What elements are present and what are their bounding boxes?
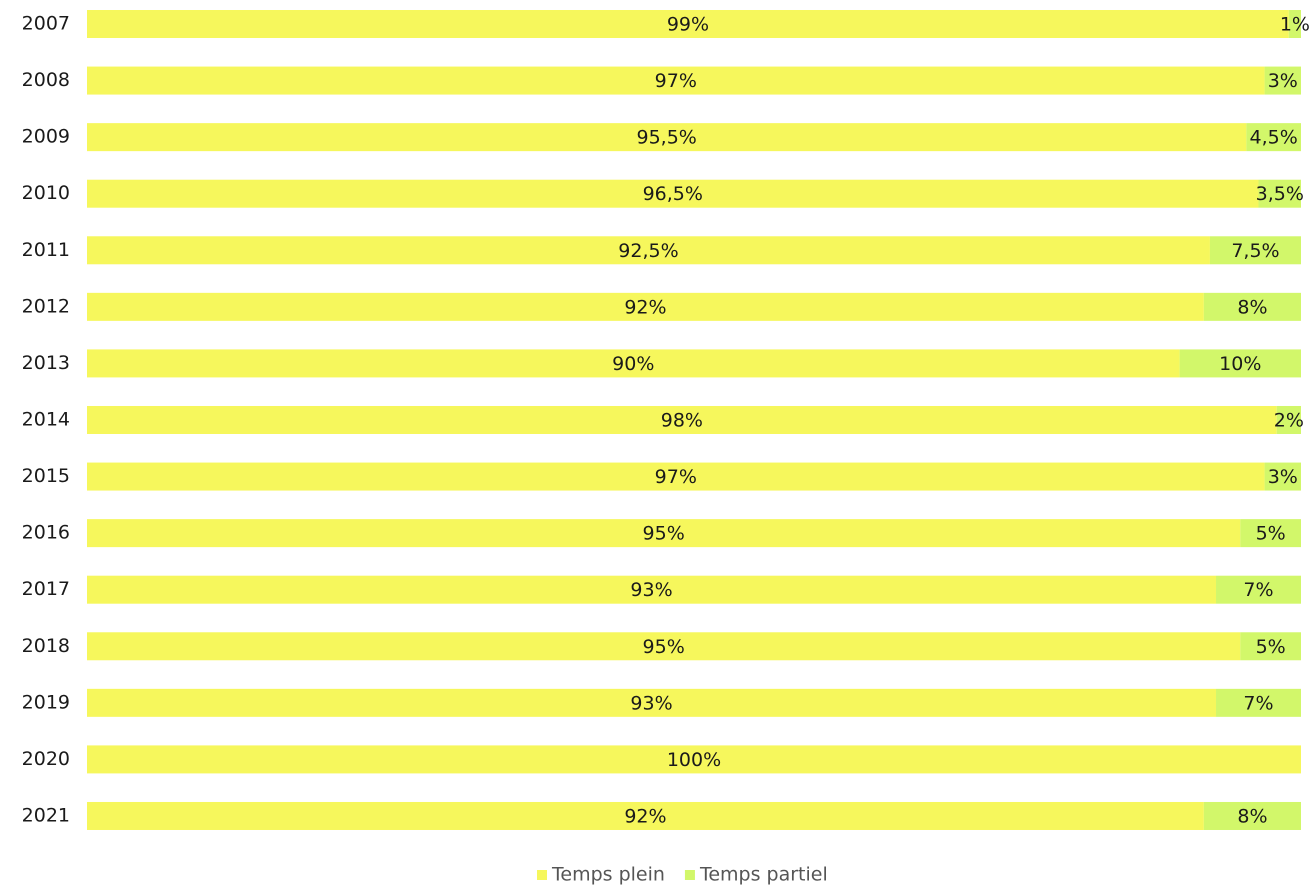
y-tick-label: 2020: [22, 748, 70, 770]
bar-segment: [87, 236, 1210, 265]
bar-segment: [1264, 66, 1301, 95]
value-label: 92%: [624, 805, 666, 827]
legend-swatch: [684, 870, 695, 880]
y-tick-label: 2013: [22, 352, 70, 374]
value-label: 4,5%: [1250, 127, 1298, 149]
bar-segment: [87, 575, 1217, 604]
value-label: 93%: [630, 579, 672, 601]
bar-segment: [87, 688, 1217, 717]
bar-segment: [87, 179, 1259, 208]
value-label: 90%: [612, 353, 654, 375]
value-label: 5%: [1256, 636, 1286, 658]
bar-segment: [1240, 519, 1301, 548]
value-label: 96,5%: [643, 183, 703, 205]
y-tick-label: 2007: [22, 13, 70, 35]
bar-segment: [1288, 10, 1301, 38]
y-tick-label: 2021: [22, 804, 70, 826]
value-label: 2%: [1274, 409, 1304, 431]
y-tick-label: 2016: [22, 522, 70, 544]
legend-swatch: [537, 870, 547, 880]
bar-segment: [87, 66, 1265, 95]
value-label: 95,5%: [637, 127, 697, 149]
legend-label: Temps plein: [551, 864, 665, 886]
value-label: 3%: [1268, 70, 1298, 92]
value-label: 3,5%: [1256, 183, 1304, 205]
value-label: 95%: [643, 636, 685, 658]
y-tick-label: 2017: [22, 578, 70, 600]
bar-segment: [87, 745, 1301, 774]
value-label: 92,5%: [618, 240, 678, 262]
bar-segment: [1179, 349, 1301, 378]
y-tick-label: 2011: [22, 239, 70, 261]
bar-segment: [87, 292, 1204, 321]
y-tick-label: 2009: [22, 126, 70, 148]
value-label: 97%: [655, 466, 697, 488]
y-tick-label: 2010: [22, 182, 70, 204]
bar-segment: [87, 801, 1204, 830]
y-tick-label: 2015: [22, 465, 70, 487]
value-label: 97%: [655, 70, 697, 92]
value-label: 92%: [624, 296, 666, 318]
y-tick-label: 2008: [22, 69, 70, 91]
value-label: 3%: [1268, 466, 1298, 488]
value-label: 1%: [1280, 14, 1310, 36]
bar-segment: [87, 462, 1265, 491]
bar-segment: [87, 10, 1289, 38]
bar-segment: [1258, 179, 1301, 208]
bar-segment: [87, 519, 1241, 548]
bar-segment: [1203, 292, 1301, 321]
value-label: 7%: [1243, 692, 1273, 714]
bar-segment: [1216, 575, 1301, 604]
bar-segment: [87, 349, 1180, 378]
bar-segment: [87, 632, 1241, 661]
bar-segment: [1203, 801, 1301, 830]
value-label: 93%: [630, 692, 672, 714]
bar-segment: [1246, 123, 1301, 152]
value-label: 95%: [643, 523, 685, 545]
legend-label: Temps partiel: [699, 864, 828, 886]
value-label: 5%: [1256, 523, 1286, 545]
bar-segment: [87, 123, 1247, 152]
value-label: 10%: [1219, 353, 1261, 375]
value-label: 8%: [1237, 805, 1267, 827]
value-label: 100%: [667, 749, 721, 771]
value-label: 7,5%: [1231, 240, 1279, 262]
bar-segment: [1276, 405, 1301, 434]
value-label: 99%: [667, 14, 709, 36]
bar-segment: [1264, 462, 1301, 491]
bar-segment: [1216, 688, 1301, 717]
y-tick-label: 2018: [22, 635, 70, 657]
value-label: 98%: [661, 409, 703, 431]
y-tick-label: 2012: [22, 295, 70, 317]
bar-segment: [1209, 236, 1301, 265]
bar-segment: [1240, 632, 1301, 661]
value-label: 8%: [1237, 296, 1267, 318]
bar-segment: [87, 405, 1277, 434]
y-tick-label: 2019: [22, 691, 70, 713]
value-label: 7%: [1243, 579, 1273, 601]
y-tick-label: 2014: [22, 408, 70, 430]
